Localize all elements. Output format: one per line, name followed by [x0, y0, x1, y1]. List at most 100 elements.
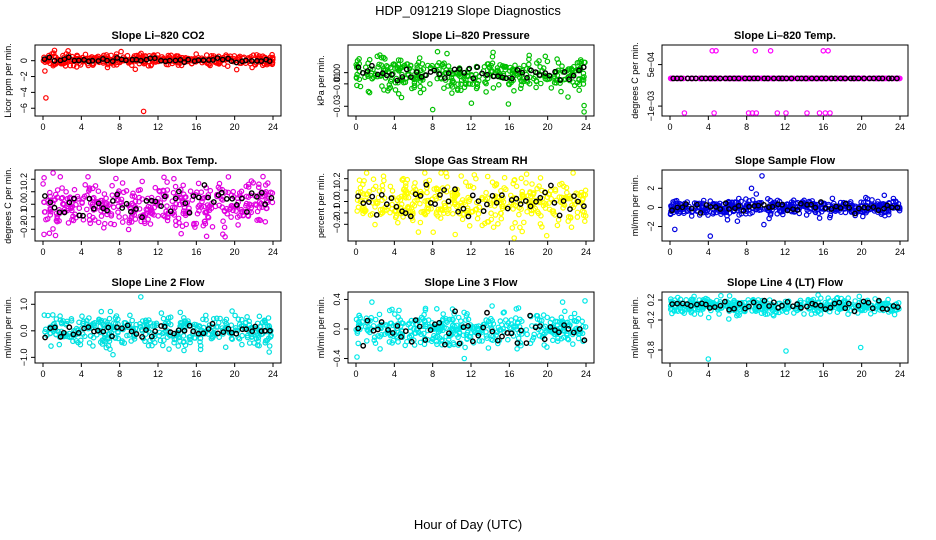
data-point: [694, 306, 701, 313]
data-point: [493, 332, 500, 338]
data-point: [471, 172, 478, 178]
data-point-black: [466, 65, 473, 72]
data-point: [185, 318, 191, 324]
data-point: [71, 186, 78, 193]
data-point: [805, 75, 812, 82]
data-point: [544, 58, 551, 65]
y-tick-label: 0.0: [19, 325, 29, 338]
outlier-point: [822, 110, 829, 116]
data-point: [563, 184, 570, 191]
data-point: [438, 207, 445, 213]
data-point: [365, 88, 372, 95]
outlier-point: [783, 348, 789, 354]
data-point: [249, 64, 255, 71]
data-point-black: [456, 66, 463, 72]
data-point: [488, 216, 495, 223]
data-point-black: [456, 340, 463, 347]
x-tick-label: 4: [392, 369, 397, 379]
x-tick-label: 4: [392, 122, 397, 132]
data-point: [544, 344, 550, 350]
data-point-black: [417, 192, 424, 199]
data-point: [87, 333, 94, 339]
data-point: [579, 318, 586, 325]
data-point: [538, 317, 545, 324]
data-point: [77, 341, 84, 348]
data-point: [92, 217, 98, 223]
data-point: [215, 324, 221, 330]
x-tick-label: 24: [895, 122, 905, 132]
data-point: [179, 223, 186, 230]
outlier-point: [827, 110, 833, 116]
data-point: [674, 294, 681, 301]
data-point: [353, 316, 360, 323]
data-point-black: [581, 337, 588, 344]
data-point-black: [360, 200, 367, 207]
data-point: [119, 180, 126, 186]
x-tick-label: 20: [543, 369, 553, 379]
data-point: [416, 55, 423, 61]
x-tick-label: 4: [706, 122, 711, 132]
data-point: [749, 197, 756, 203]
data-point-black: [441, 187, 447, 193]
data-point: [394, 219, 401, 226]
data-point: [533, 84, 539, 91]
data-point: [101, 52, 107, 59]
data-point-black: [355, 64, 362, 71]
data-point-black: [242, 57, 249, 64]
data-point: [139, 178, 146, 185]
data-point-black: [846, 204, 853, 211]
data-point: [377, 346, 383, 352]
data-point: [485, 61, 492, 67]
outlier-point: [820, 47, 827, 54]
data-point: [460, 211, 466, 218]
data-point-black: [133, 331, 140, 337]
outlier-point: [705, 356, 712, 362]
data-point: [572, 67, 579, 74]
data-point-black: [185, 56, 192, 63]
data-point-black: [532, 69, 539, 76]
data-point: [679, 308, 686, 315]
y-axis-label: ml/min per min.: [630, 175, 640, 237]
data-point-black: [884, 306, 890, 312]
x-tick-label: 4: [79, 247, 84, 257]
data-point-black: [879, 75, 886, 82]
data-point: [372, 221, 378, 228]
data-point: [745, 207, 752, 213]
data-point: [360, 191, 367, 197]
data-point: [691, 311, 698, 317]
data-point: [516, 211, 522, 218]
data-point: [108, 213, 115, 219]
data-point: [246, 318, 253, 325]
data-point: [555, 217, 562, 223]
data-point: [53, 316, 60, 322]
data-point: [554, 338, 561, 345]
data-point: [152, 339, 158, 346]
data-point: [441, 85, 447, 92]
data-point-black: [171, 330, 177, 337]
data-point: [256, 342, 262, 349]
data-point: [42, 209, 48, 215]
data-point: [245, 181, 252, 188]
data-point-black: [669, 207, 675, 214]
data-point: [510, 180, 517, 187]
y-tick-label: −0.03: [332, 95, 342, 118]
data-point: [405, 194, 412, 201]
data-point-black: [484, 71, 490, 78]
data-point-black: [423, 72, 429, 79]
data-point: [356, 312, 363, 319]
data-point: [243, 200, 250, 207]
data-point: [494, 65, 501, 71]
data-point: [462, 179, 469, 186]
data-point: [861, 307, 868, 314]
data-point: [528, 210, 535, 217]
data-point: [41, 312, 48, 318]
data-point: [70, 62, 77, 69]
data-point-black: [551, 199, 558, 206]
y-axis-label: percent per min.: [316, 173, 326, 238]
data-point-black: [148, 333, 155, 340]
data-point: [529, 181, 535, 187]
data-point: [73, 337, 80, 344]
data-point: [253, 52, 260, 58]
data-point: [82, 182, 89, 188]
